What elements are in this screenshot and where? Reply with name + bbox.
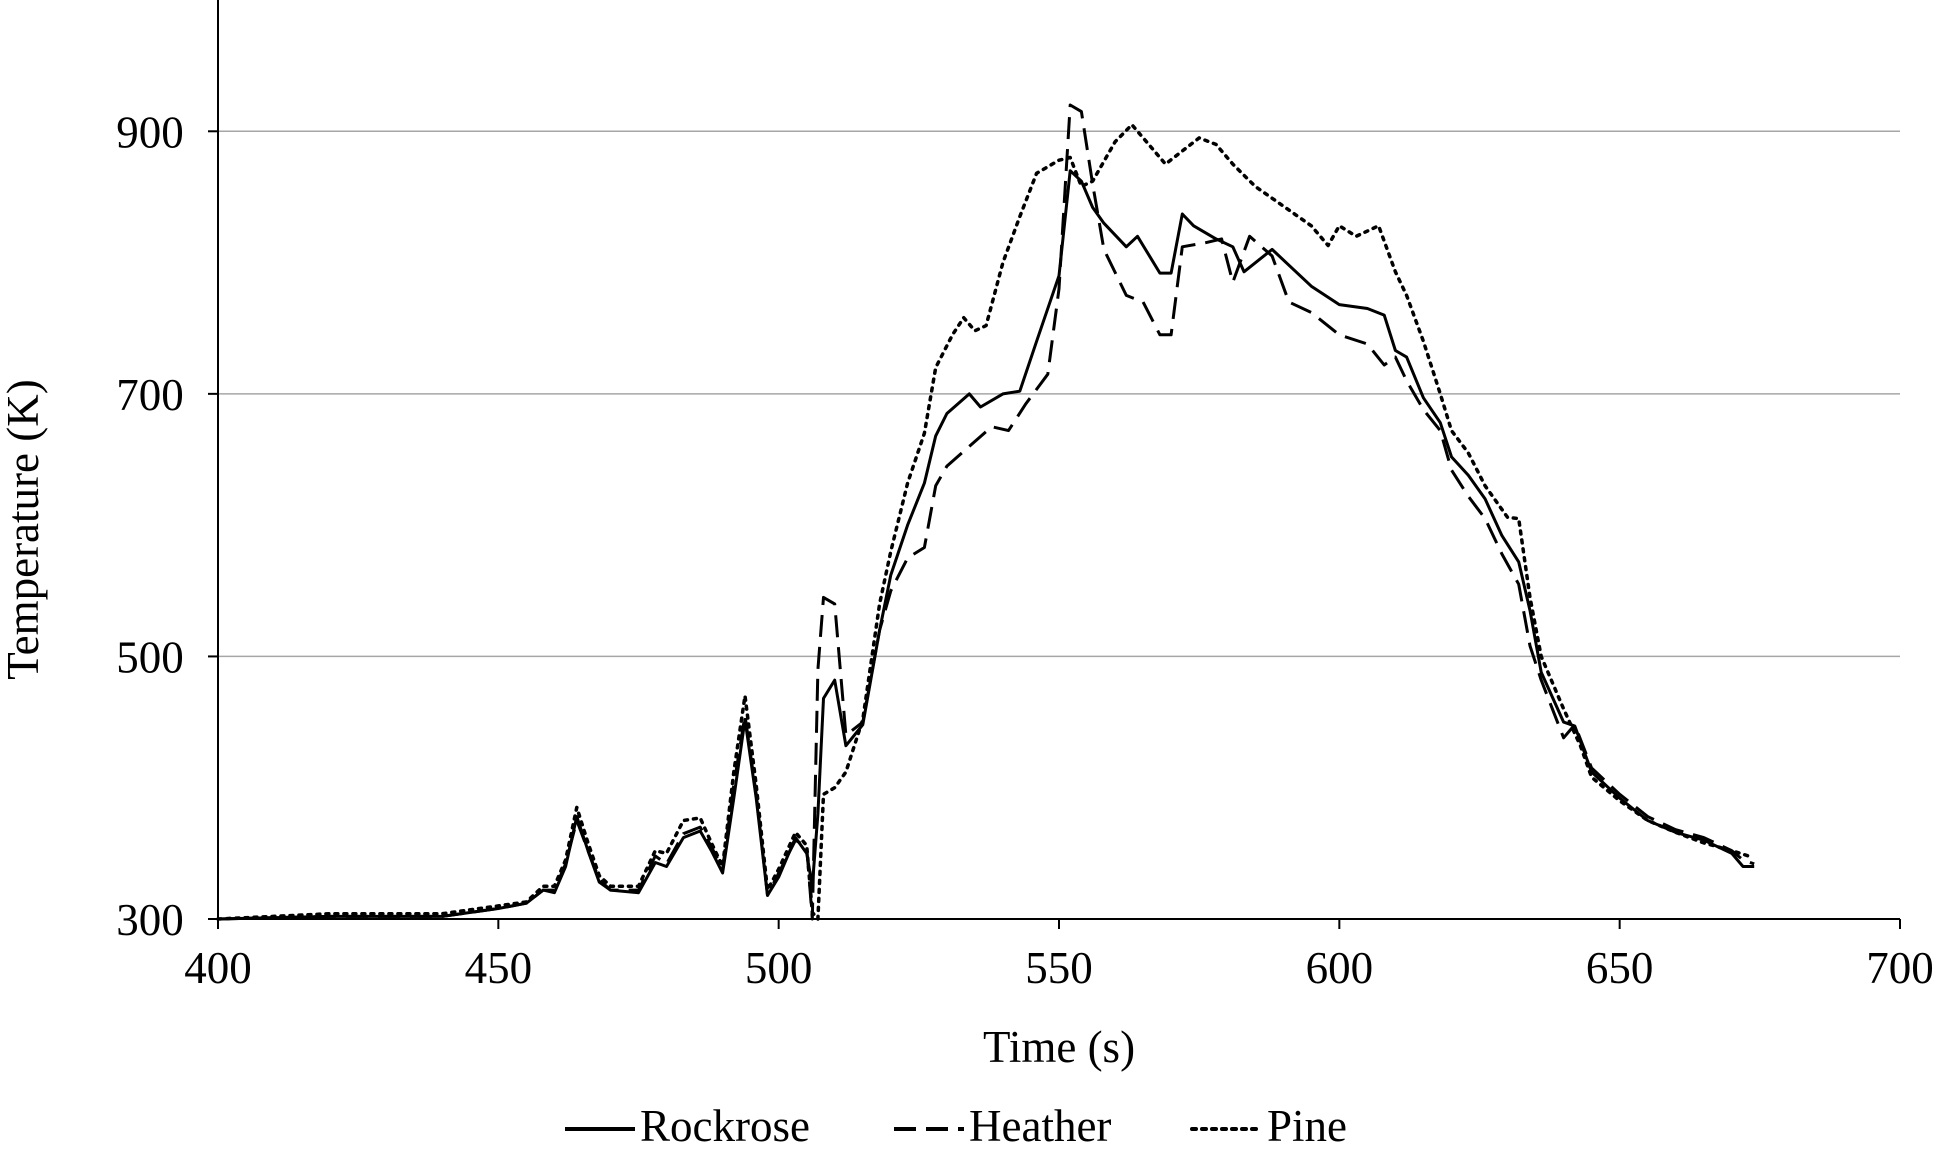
x-tick-label-600: 600 [1306,943,1374,993]
x-axis-title: Time (s) [983,1022,1135,1072]
series-line-rockrose [217,169,1755,921]
y-tick-label-300: 300 [116,895,184,945]
y-tick-label-500: 500 [116,632,184,682]
legend-label-heather: Heather [969,1101,1111,1151]
axes [217,0,1900,920]
series-lines [216,103,1755,921]
x-tick-label-450: 450 [465,943,533,993]
y-axis-title: Temperature (K) [0,379,48,679]
legend-label-pine: Pine [1267,1101,1347,1151]
series-line-heather [217,103,1755,921]
series-line-pine [216,122,1751,921]
y-axis-ticks: 300 500 700 900 [116,107,218,945]
x-tick-label-650: 650 [1586,943,1654,993]
x-axis-ticks: 400 450 500 550 600 650 700 [184,919,1934,993]
x-tick-label-500: 500 [745,943,813,993]
gridlines [218,130,1900,658]
x-tick-label-550: 550 [1025,943,1093,993]
legend-label-rockrose: Rockrose [640,1101,810,1151]
y-tick-label-900: 900 [116,107,184,157]
x-tick-label-700: 700 [1866,943,1934,993]
x-tick-label-400: 400 [184,943,252,993]
legend: Rockrose Heather Pine [565,1101,1347,1151]
y-tick-label-700: 700 [116,370,184,420]
